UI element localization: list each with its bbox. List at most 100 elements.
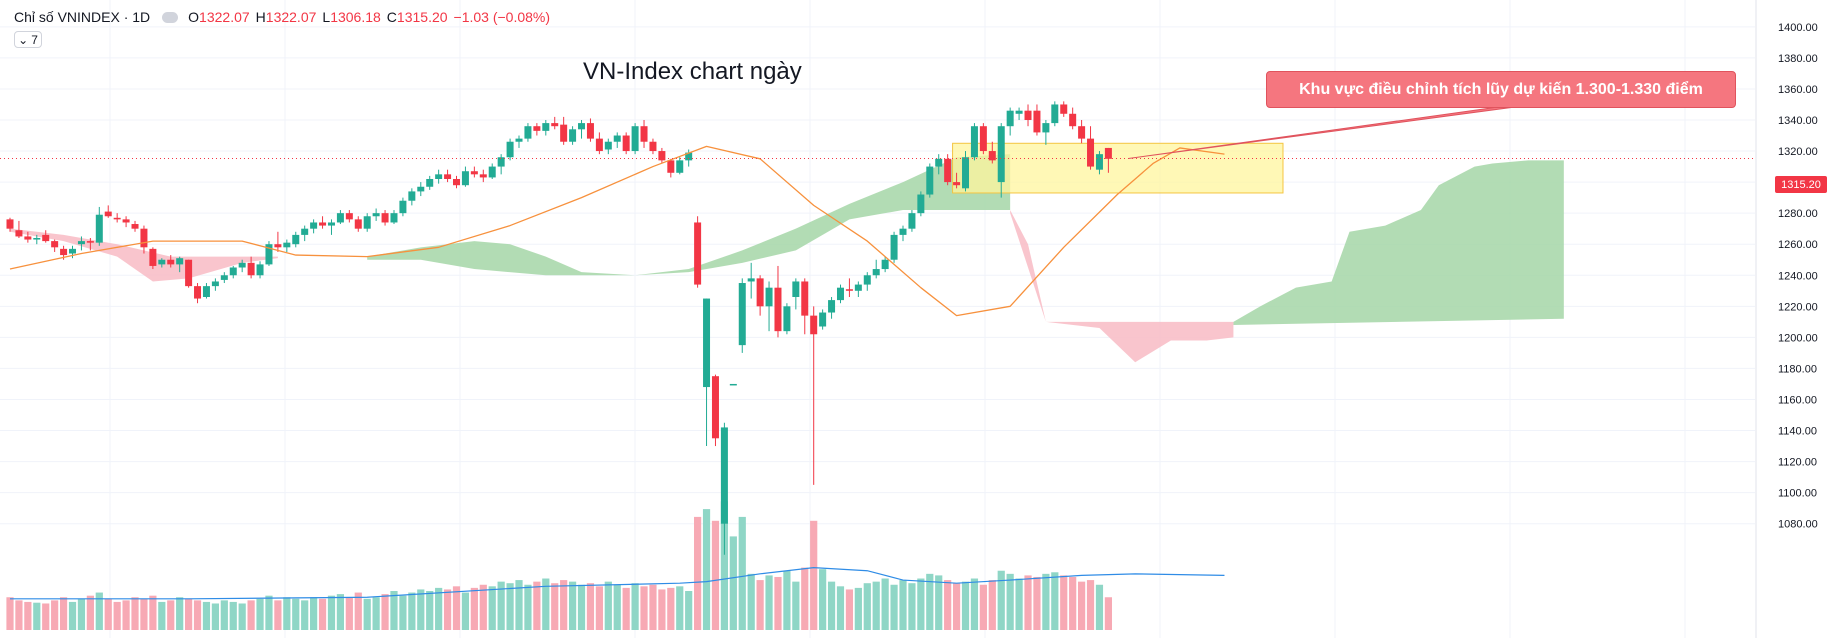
candle-body <box>381 213 389 223</box>
volume-bar <box>631 583 639 630</box>
symbol-name[interactable]: Chỉ số VNINDEX · 1D <box>14 9 151 25</box>
volume-bar <box>747 573 755 630</box>
candle-body <box>515 138 523 142</box>
candle-body <box>845 289 853 291</box>
candle <box>238 259 246 273</box>
volume-bar <box>792 581 800 630</box>
candle <box>345 210 353 223</box>
candle-body <box>622 135 630 152</box>
candle <box>765 281 773 332</box>
candle <box>1095 151 1103 175</box>
y-tick-label: 1360.00 <box>1778 84 1818 96</box>
candle-body <box>158 259 166 265</box>
volume-bar <box>622 587 630 630</box>
candle-body <box>363 216 371 229</box>
candle-body <box>60 248 68 256</box>
candle <box>747 262 755 299</box>
volume-bar <box>51 600 59 630</box>
volume-ma-line <box>10 566 1225 600</box>
candle <box>42 230 50 243</box>
candle-body <box>122 219 130 223</box>
candle-body <box>631 126 639 152</box>
candle <box>435 169 443 184</box>
volume-bar <box>881 578 889 630</box>
volume-bar <box>408 592 416 630</box>
indicators-collapse-button[interactable]: ⌄ 7 <box>14 31 42 48</box>
volume-bar <box>1015 578 1023 630</box>
candle <box>444 169 452 183</box>
candle-body <box>881 259 889 270</box>
candle <box>524 123 532 142</box>
candle-body <box>711 376 719 439</box>
candle-body <box>497 157 505 167</box>
open-value: 1322.07 <box>199 9 250 25</box>
candle-body <box>774 287 782 332</box>
candle-body <box>1060 104 1068 114</box>
candle-body <box>1033 110 1041 133</box>
candle <box>569 126 577 145</box>
candle <box>658 147 666 164</box>
candle-body <box>551 123 559 127</box>
candle-body <box>479 174 487 178</box>
volume-bar <box>220 600 228 630</box>
volume-bar <box>1042 573 1050 630</box>
candle <box>15 220 23 238</box>
candle-body <box>33 237 41 240</box>
candle <box>506 138 514 161</box>
candle <box>997 123 1005 198</box>
candle-body <box>1104 147 1112 159</box>
candle <box>390 210 398 225</box>
candle <box>247 256 255 279</box>
volume-bar <box>426 591 434 630</box>
volume-bar <box>68 601 77 630</box>
candle <box>1087 126 1095 170</box>
volume-bar <box>827 581 836 630</box>
volume-bar <box>6 597 14 630</box>
candle <box>881 256 889 273</box>
volume-bar <box>59 597 68 630</box>
candle <box>211 278 219 291</box>
candle-body <box>1095 154 1103 170</box>
volume-bar <box>443 589 452 630</box>
volume-bar <box>667 587 675 630</box>
candle <box>863 272 871 291</box>
candle-body <box>354 219 362 229</box>
candle <box>426 175 434 190</box>
candle <box>926 163 934 198</box>
candle <box>140 225 148 254</box>
candle-body <box>202 286 210 297</box>
candlesticks <box>6 101 1112 555</box>
volume-bar <box>836 586 845 630</box>
y-tick-label: 1340.00 <box>1778 115 1818 127</box>
candle-body <box>15 230 23 237</box>
candle <box>810 306 818 485</box>
candle <box>336 210 344 225</box>
last-price-label: 1315.20 <box>1775 176 1827 193</box>
candle-body <box>1006 110 1014 127</box>
volume-bar <box>711 520 720 630</box>
candle <box>533 123 541 136</box>
volume-bar <box>649 584 657 630</box>
volume-bar <box>193 600 202 630</box>
candle <box>640 119 648 148</box>
volume-bar <box>372 597 380 630</box>
volume-bar <box>167 600 175 630</box>
candle <box>497 154 505 175</box>
volume-bar <box>533 581 541 630</box>
volume-bar <box>542 578 550 630</box>
candle-body <box>408 191 416 201</box>
candle-body <box>185 259 193 287</box>
volume-bar <box>113 601 121 630</box>
candle-body <box>595 138 603 152</box>
candle <box>738 278 746 353</box>
candle-body <box>435 174 443 179</box>
candle <box>515 135 523 148</box>
volume-bar <box>95 592 103 630</box>
candle-body <box>1024 110 1032 120</box>
volume-bar <box>979 584 987 630</box>
candle-body <box>1078 126 1086 139</box>
candle-body <box>211 281 219 287</box>
y-tick-label: 1320.00 <box>1778 146 1818 158</box>
candle <box>479 169 487 183</box>
